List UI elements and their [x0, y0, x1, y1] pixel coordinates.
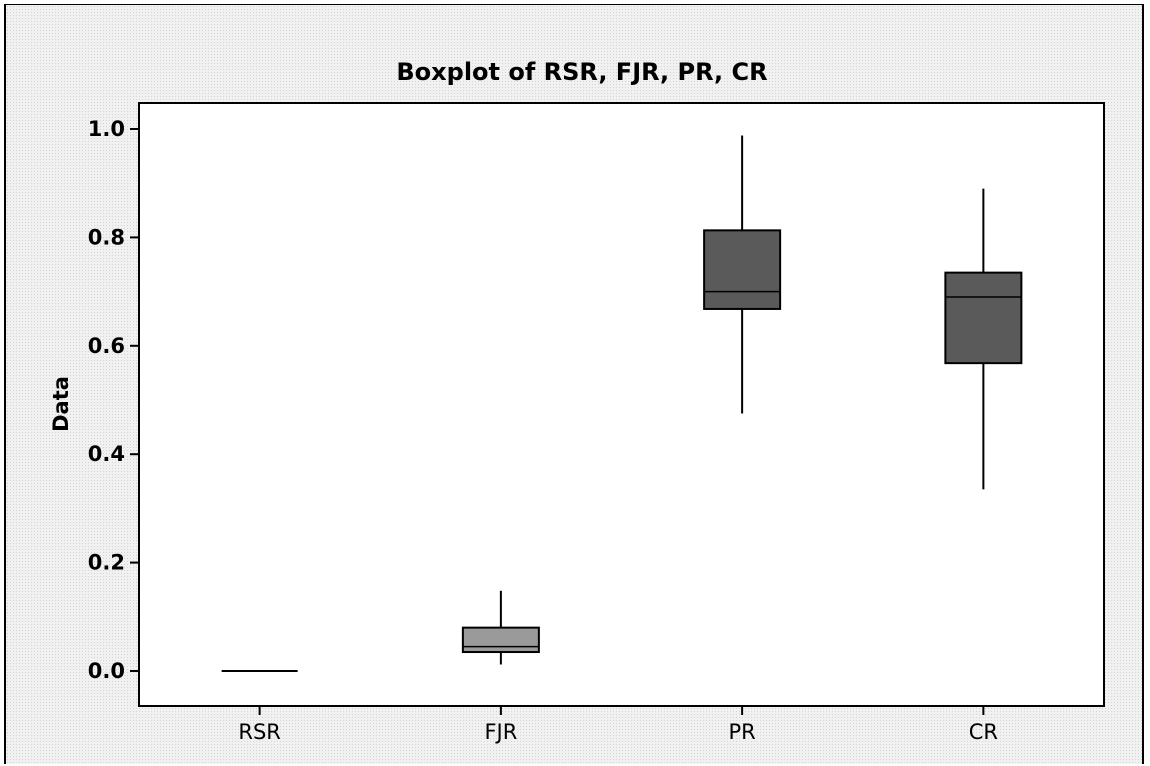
box-cr: [944, 188, 1023, 490]
box-fjr: [461, 590, 540, 665]
chart-title: Boxplot of RSR, FJR, PR, CR: [396, 58, 767, 86]
box-iqr: [944, 271, 1023, 365]
plot-area: [138, 102, 1105, 707]
box-iqr: [461, 626, 540, 654]
box-iqr: [703, 229, 782, 310]
y-axis-label: Data: [49, 376, 73, 432]
y-tick-label: 0.6: [88, 334, 125, 358]
y-tick-label: 0.8: [88, 225, 125, 249]
x-axis: RSR FJR PR CR: [238, 706, 998, 744]
y-tick-label: 0.4: [88, 442, 125, 466]
x-tick-label: PR: [728, 720, 755, 744]
box-pr: [703, 135, 782, 414]
x-tick-label: FJR: [484, 720, 517, 744]
boxes-group: [221, 135, 1023, 672]
y-axis: 0.0 0.2 0.4 0.6 0.8 1.0: [88, 117, 139, 683]
y-tick-label: 0.0: [88, 659, 125, 683]
y-tick-label: 1.0: [88, 117, 125, 141]
x-tick-label: CR: [969, 720, 998, 744]
y-tick-label: 0.2: [88, 551, 125, 575]
x-tick-label: RSR: [238, 720, 281, 744]
